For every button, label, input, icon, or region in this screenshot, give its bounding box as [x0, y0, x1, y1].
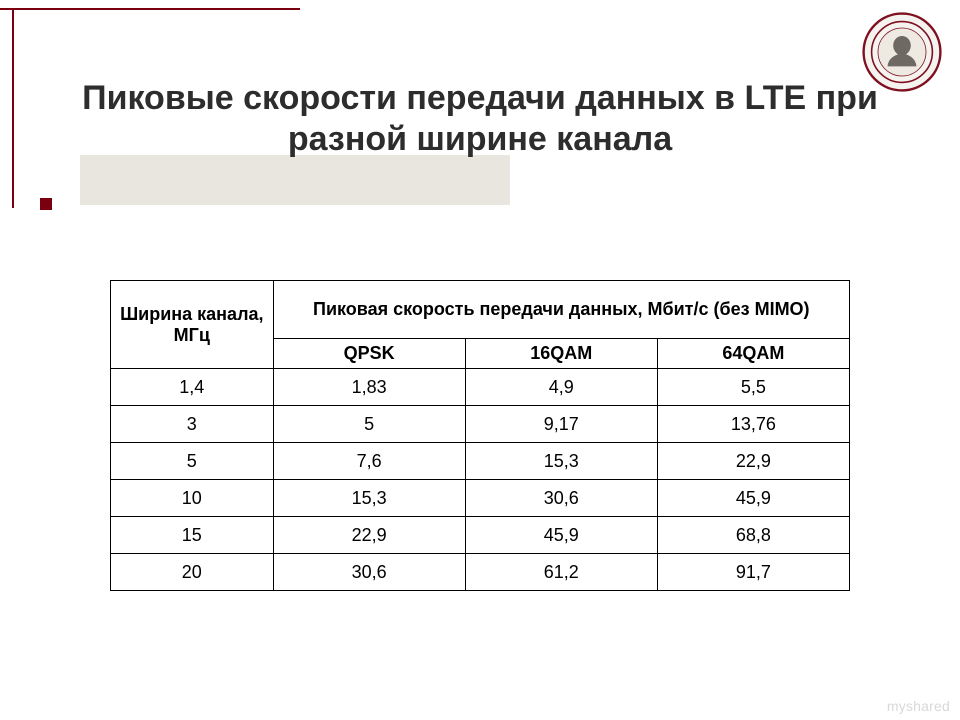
cell-64qam: 91,7 [657, 554, 849, 591]
col-header-qpsk: QPSK [273, 339, 465, 369]
table-row: 15 22,9 45,9 68,8 [111, 517, 850, 554]
cell-bw: 5 [111, 443, 274, 480]
data-table: Ширина канала, МГц Пиковая скорость пере… [110, 280, 850, 591]
col-header-64qam: 64QAM [657, 339, 849, 369]
table-row: 20 30,6 61,2 91,7 [111, 554, 850, 591]
accent-side-bar [12, 8, 14, 208]
accent-top-bar [0, 8, 300, 10]
cell-16qam: 9,17 [465, 406, 657, 443]
table-row: 5 7,6 15,3 22,9 [111, 443, 850, 480]
cell-bw: 3 [111, 406, 274, 443]
cell-qpsk: 7,6 [273, 443, 465, 480]
cell-qpsk: 22,9 [273, 517, 465, 554]
col-header-group: Пиковая скорость передачи данных, Мбит/с… [273, 281, 849, 339]
cell-bw: 1,4 [111, 369, 274, 406]
table-row: 3 5 9,17 13,76 [111, 406, 850, 443]
cell-16qam: 30,6 [465, 480, 657, 517]
cell-16qam: 15,3 [465, 443, 657, 480]
cell-64qam: 22,9 [657, 443, 849, 480]
cell-16qam: 4,9 [465, 369, 657, 406]
cell-bw: 15 [111, 517, 274, 554]
table-row: 10 15,3 30,6 45,9 [111, 480, 850, 517]
cell-qpsk: 5 [273, 406, 465, 443]
watermark-text: myshared [887, 698, 950, 714]
table-row: 1,4 1,83 4,9 5,5 [111, 369, 850, 406]
title-bullet-square [40, 198, 52, 210]
cell-64qam: 13,76 [657, 406, 849, 443]
slide-title: Пиковые скорости передачи данных в LTE п… [60, 78, 900, 160]
cell-16qam: 45,9 [465, 517, 657, 554]
cell-64qam: 45,9 [657, 480, 849, 517]
cell-qpsk: 30,6 [273, 554, 465, 591]
lte-speed-table: Ширина канала, МГц Пиковая скорость пере… [110, 280, 850, 591]
cell-qpsk: 1,83 [273, 369, 465, 406]
cell-qpsk: 15,3 [273, 480, 465, 517]
col-header-bandwidth: Ширина канала, МГц [111, 281, 274, 369]
cell-64qam: 5,5 [657, 369, 849, 406]
cell-16qam: 61,2 [465, 554, 657, 591]
col-header-16qam: 16QAM [465, 339, 657, 369]
cell-bw: 20 [111, 554, 274, 591]
title-backing-block [80, 155, 510, 205]
cell-64qam: 68,8 [657, 517, 849, 554]
cell-bw: 10 [111, 480, 274, 517]
